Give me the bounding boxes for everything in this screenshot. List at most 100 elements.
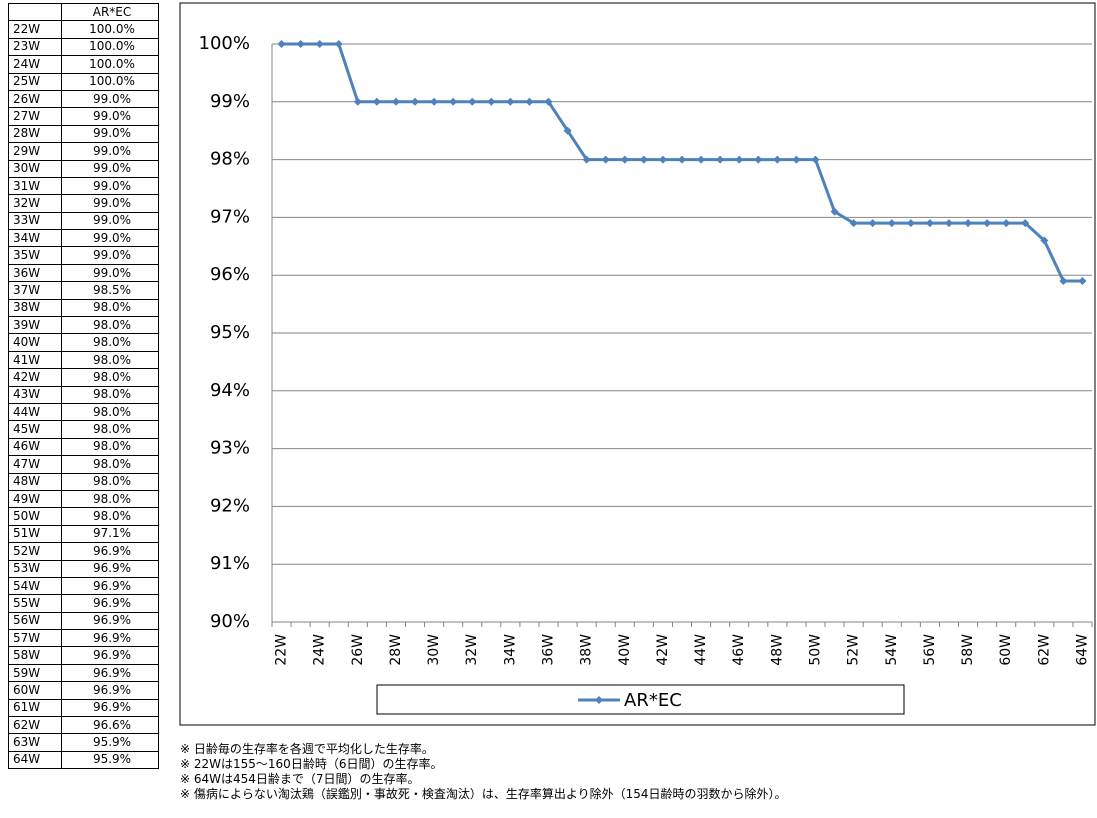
row-label: 39W: [8, 316, 62, 335]
table-row: 31W 99.0%: [8, 176, 159, 196]
cell: 98.0%: [61, 333, 159, 352]
marker: [964, 219, 973, 228]
row-label: 27W: [8, 107, 62, 126]
marker: [334, 40, 343, 48]
cell: 97.1%: [61, 524, 159, 544]
cell: 99.0%: [61, 159, 159, 178]
y-tick-label: 91%: [210, 553, 250, 574]
table-row: 45W 98.0%: [8, 420, 159, 439]
x-tick-label: 24W: [312, 634, 328, 666]
marker: [353, 97, 362, 106]
row-label: 51W: [8, 524, 62, 544]
x-tick-label: 32W: [464, 634, 480, 666]
y-tick-label: 95%: [210, 322, 250, 343]
marker: [449, 97, 458, 106]
legend-label: AR*EC: [624, 690, 682, 711]
table-row: 59W 96.9%: [8, 663, 159, 683]
marker: [868, 219, 877, 228]
cell: 100.0%: [61, 37, 159, 57]
x-tick-label: 38W: [579, 634, 595, 666]
x-tick-label: 40W: [617, 634, 633, 666]
row-label: 59W: [8, 663, 62, 683]
marker: [639, 155, 648, 164]
table-row: 22W 100.0%: [8, 20, 159, 39]
x-tick-label: 30W: [426, 634, 442, 666]
cell: 98.0%: [61, 402, 159, 422]
cell: 98.0%: [61, 368, 159, 387]
marker: [906, 219, 915, 228]
x-tick-label: 56W: [922, 634, 938, 666]
y-tick-label: 98%: [210, 149, 250, 170]
cell: 98.0%: [61, 316, 159, 335]
x-tick-label: 58W: [960, 634, 976, 666]
cell: 95.9%: [61, 733, 159, 752]
row-label: 35W: [8, 246, 62, 265]
note: ※ 64Wは454日齢まで（7日間）の生存率。: [180, 772, 420, 786]
data-table: AR*EC 22W 100.0% 23W 100.0% 24W 100.0% 25W 100.0…: [8, 2, 159, 770]
row-label: 64W: [8, 750, 62, 770]
marker: [430, 97, 439, 106]
marker: [983, 219, 992, 228]
x-tick-label: 60W: [998, 634, 1014, 666]
x-tick-label: 46W: [731, 634, 747, 666]
notes: ※ 日齢毎の生存率を各週で平均化した生存率。 ※ 22Wは155～160日齢時（6…: [180, 742, 787, 802]
cell: 95.9%: [61, 750, 159, 770]
table-row: 32W 99.0%: [8, 194, 159, 213]
cell: 99.0%: [61, 124, 159, 144]
table-row: 58W 96.9%: [8, 646, 159, 665]
marker: [658, 155, 667, 164]
row-label: 31W: [8, 176, 62, 196]
row-label: 34W: [8, 229, 62, 248]
y-tick-label: 99%: [210, 91, 250, 112]
cell: 99.0%: [61, 229, 159, 248]
marker: [620, 155, 629, 164]
cell: 99.0%: [61, 176, 159, 196]
y-tick-label: 92%: [210, 495, 250, 516]
table-row: 44W 98.0%: [8, 402, 159, 422]
marker: [525, 97, 534, 106]
table-row: 63W 95.9%: [8, 733, 159, 752]
x-tick-label: 36W: [541, 634, 557, 666]
table-row: 54W 96.9%: [8, 576, 159, 596]
table-row: 29W 99.0%: [8, 142, 159, 161]
x-tick-label: 52W: [846, 634, 862, 666]
marker: [887, 219, 896, 228]
table-row: 51W 97.1%: [8, 524, 159, 544]
table-row: 47W 98.0%: [8, 455, 159, 474]
table-row: 40W 98.0%: [8, 333, 159, 352]
table-row: 30W 99.0%: [8, 159, 159, 178]
y-tick-label: 97%: [210, 206, 250, 227]
x-tick-label: 22W: [274, 634, 290, 666]
note: ※ 傷病によらない淘汰鶏（誤鑑別・事故死・検査淘汰）は、生存率算出より除外（15…: [180, 787, 787, 801]
marker: [563, 126, 572, 135]
table-row: 38W 98.0%: [8, 298, 159, 318]
row-label: 58W: [8, 646, 62, 665]
marker: [544, 97, 553, 106]
x-tick-label: 62W: [1036, 634, 1052, 666]
cell: 98.0%: [61, 437, 159, 457]
table-row: 39W 98.0%: [8, 316, 159, 335]
marker: [372, 97, 381, 106]
table-row: 57W 96.9%: [8, 629, 159, 648]
x-tick-label: 50W: [807, 634, 823, 666]
x-tick-label: 44W: [693, 634, 709, 666]
marker: [411, 97, 420, 106]
y-tick-label: 93%: [210, 438, 250, 459]
marker: [296, 40, 305, 48]
row-label: 36W: [8, 263, 62, 283]
table-row: 36W 99.0%: [8, 263, 159, 283]
table-row: 34W 99.0%: [8, 229, 159, 248]
marker: [830, 207, 839, 216]
marker: [391, 97, 400, 106]
y-tick-label: 100%: [199, 33, 250, 54]
y-tick-label: 90%: [210, 611, 250, 632]
x-tick-label: 64W: [1074, 634, 1090, 666]
x-tick-label: 42W: [655, 634, 671, 666]
x-tick-label: 48W: [769, 634, 785, 666]
legend-marker: [595, 696, 603, 704]
table-row: 60W 96.9%: [8, 681, 159, 700]
table-row: 24W 100.0%: [8, 55, 159, 74]
marker: [773, 155, 782, 164]
x-tick-label: 26W: [350, 634, 366, 666]
